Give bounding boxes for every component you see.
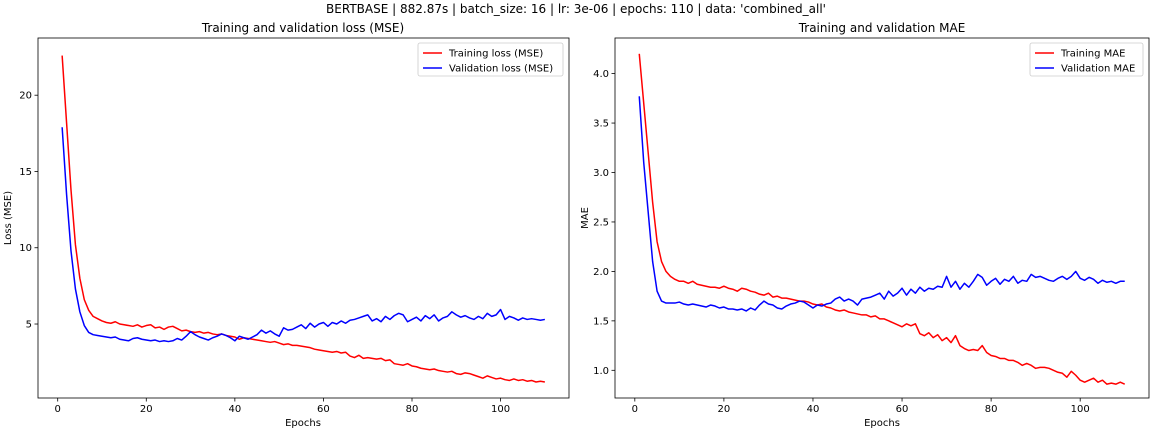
- legend: Training loss (MSE) Validation loss (MSE): [417, 42, 564, 77]
- x-axis-label: Epochs: [864, 418, 900, 429]
- y-tick-label: 15: [19, 167, 32, 178]
- x-tick-label: 40: [228, 404, 241, 415]
- series-line-1: [638, 96, 1125, 312]
- y-tick-label: 2.5: [593, 217, 609, 228]
- plot-frame: [37, 37, 570, 399]
- legend: Training MAE Validation MAE: [1029, 42, 1144, 77]
- y-tick-label: 3.0: [593, 168, 609, 179]
- chart-title: Training and validation MAE: [798, 21, 966, 35]
- mae-chart: Training and validation MAE Epochs MAE 0…: [580, 21, 1150, 429]
- legend-label: Validation loss (MSE): [449, 64, 553, 75]
- legend-label: Validation MAE: [1061, 64, 1135, 75]
- y-tick-label: 20: [19, 91, 32, 102]
- legend-box: [417, 42, 564, 77]
- x-tick-label: 0: [55, 404, 61, 415]
- x-tick-label: 80: [406, 404, 419, 415]
- x-axis-label: Epochs: [285, 418, 321, 429]
- x-tick-label: 60: [896, 404, 909, 415]
- y-axis-label: Loss (MSE): [3, 191, 14, 245]
- y-tick-label: 5: [26, 320, 32, 331]
- series-line-1: [61, 127, 545, 343]
- y-tick-label: 2.0: [593, 267, 609, 278]
- y-axis-label: MAE: [580, 207, 591, 229]
- y-tick-label: 10: [19, 243, 32, 254]
- chart-title: Training and validation loss (MSE): [201, 21, 404, 35]
- y-tick-label: 3.5: [593, 119, 609, 130]
- x-tick-label: 60: [317, 404, 330, 415]
- figure-suptitle: BERTBASE | 882.87s | batch_size: 16 | lr…: [326, 2, 826, 16]
- loss-chart: Training and validation loss (MSE) Epoch…: [3, 21, 570, 429]
- series-line-0: [638, 53, 1126, 385]
- y-tick-label: 1.5: [593, 316, 609, 327]
- x-tick-label: 20: [140, 404, 153, 415]
- x-tick-label: 20: [718, 404, 731, 415]
- y-tick-label: 1.0: [593, 366, 609, 377]
- x-tick-label: 0: [632, 404, 638, 415]
- x-tick-label: 100: [1071, 404, 1090, 415]
- legend-box: [1029, 42, 1144, 77]
- x-tick-label: 40: [807, 404, 820, 415]
- series-line-0: [61, 55, 545, 383]
- y-tick-label: 4.0: [593, 69, 609, 80]
- x-tick-label: 100: [491, 404, 510, 415]
- x-tick-label: 80: [985, 404, 998, 415]
- legend-label: Training loss (MSE): [448, 49, 543, 60]
- plot-frame: [614, 37, 1150, 399]
- legend-label: Training MAE: [1060, 49, 1125, 60]
